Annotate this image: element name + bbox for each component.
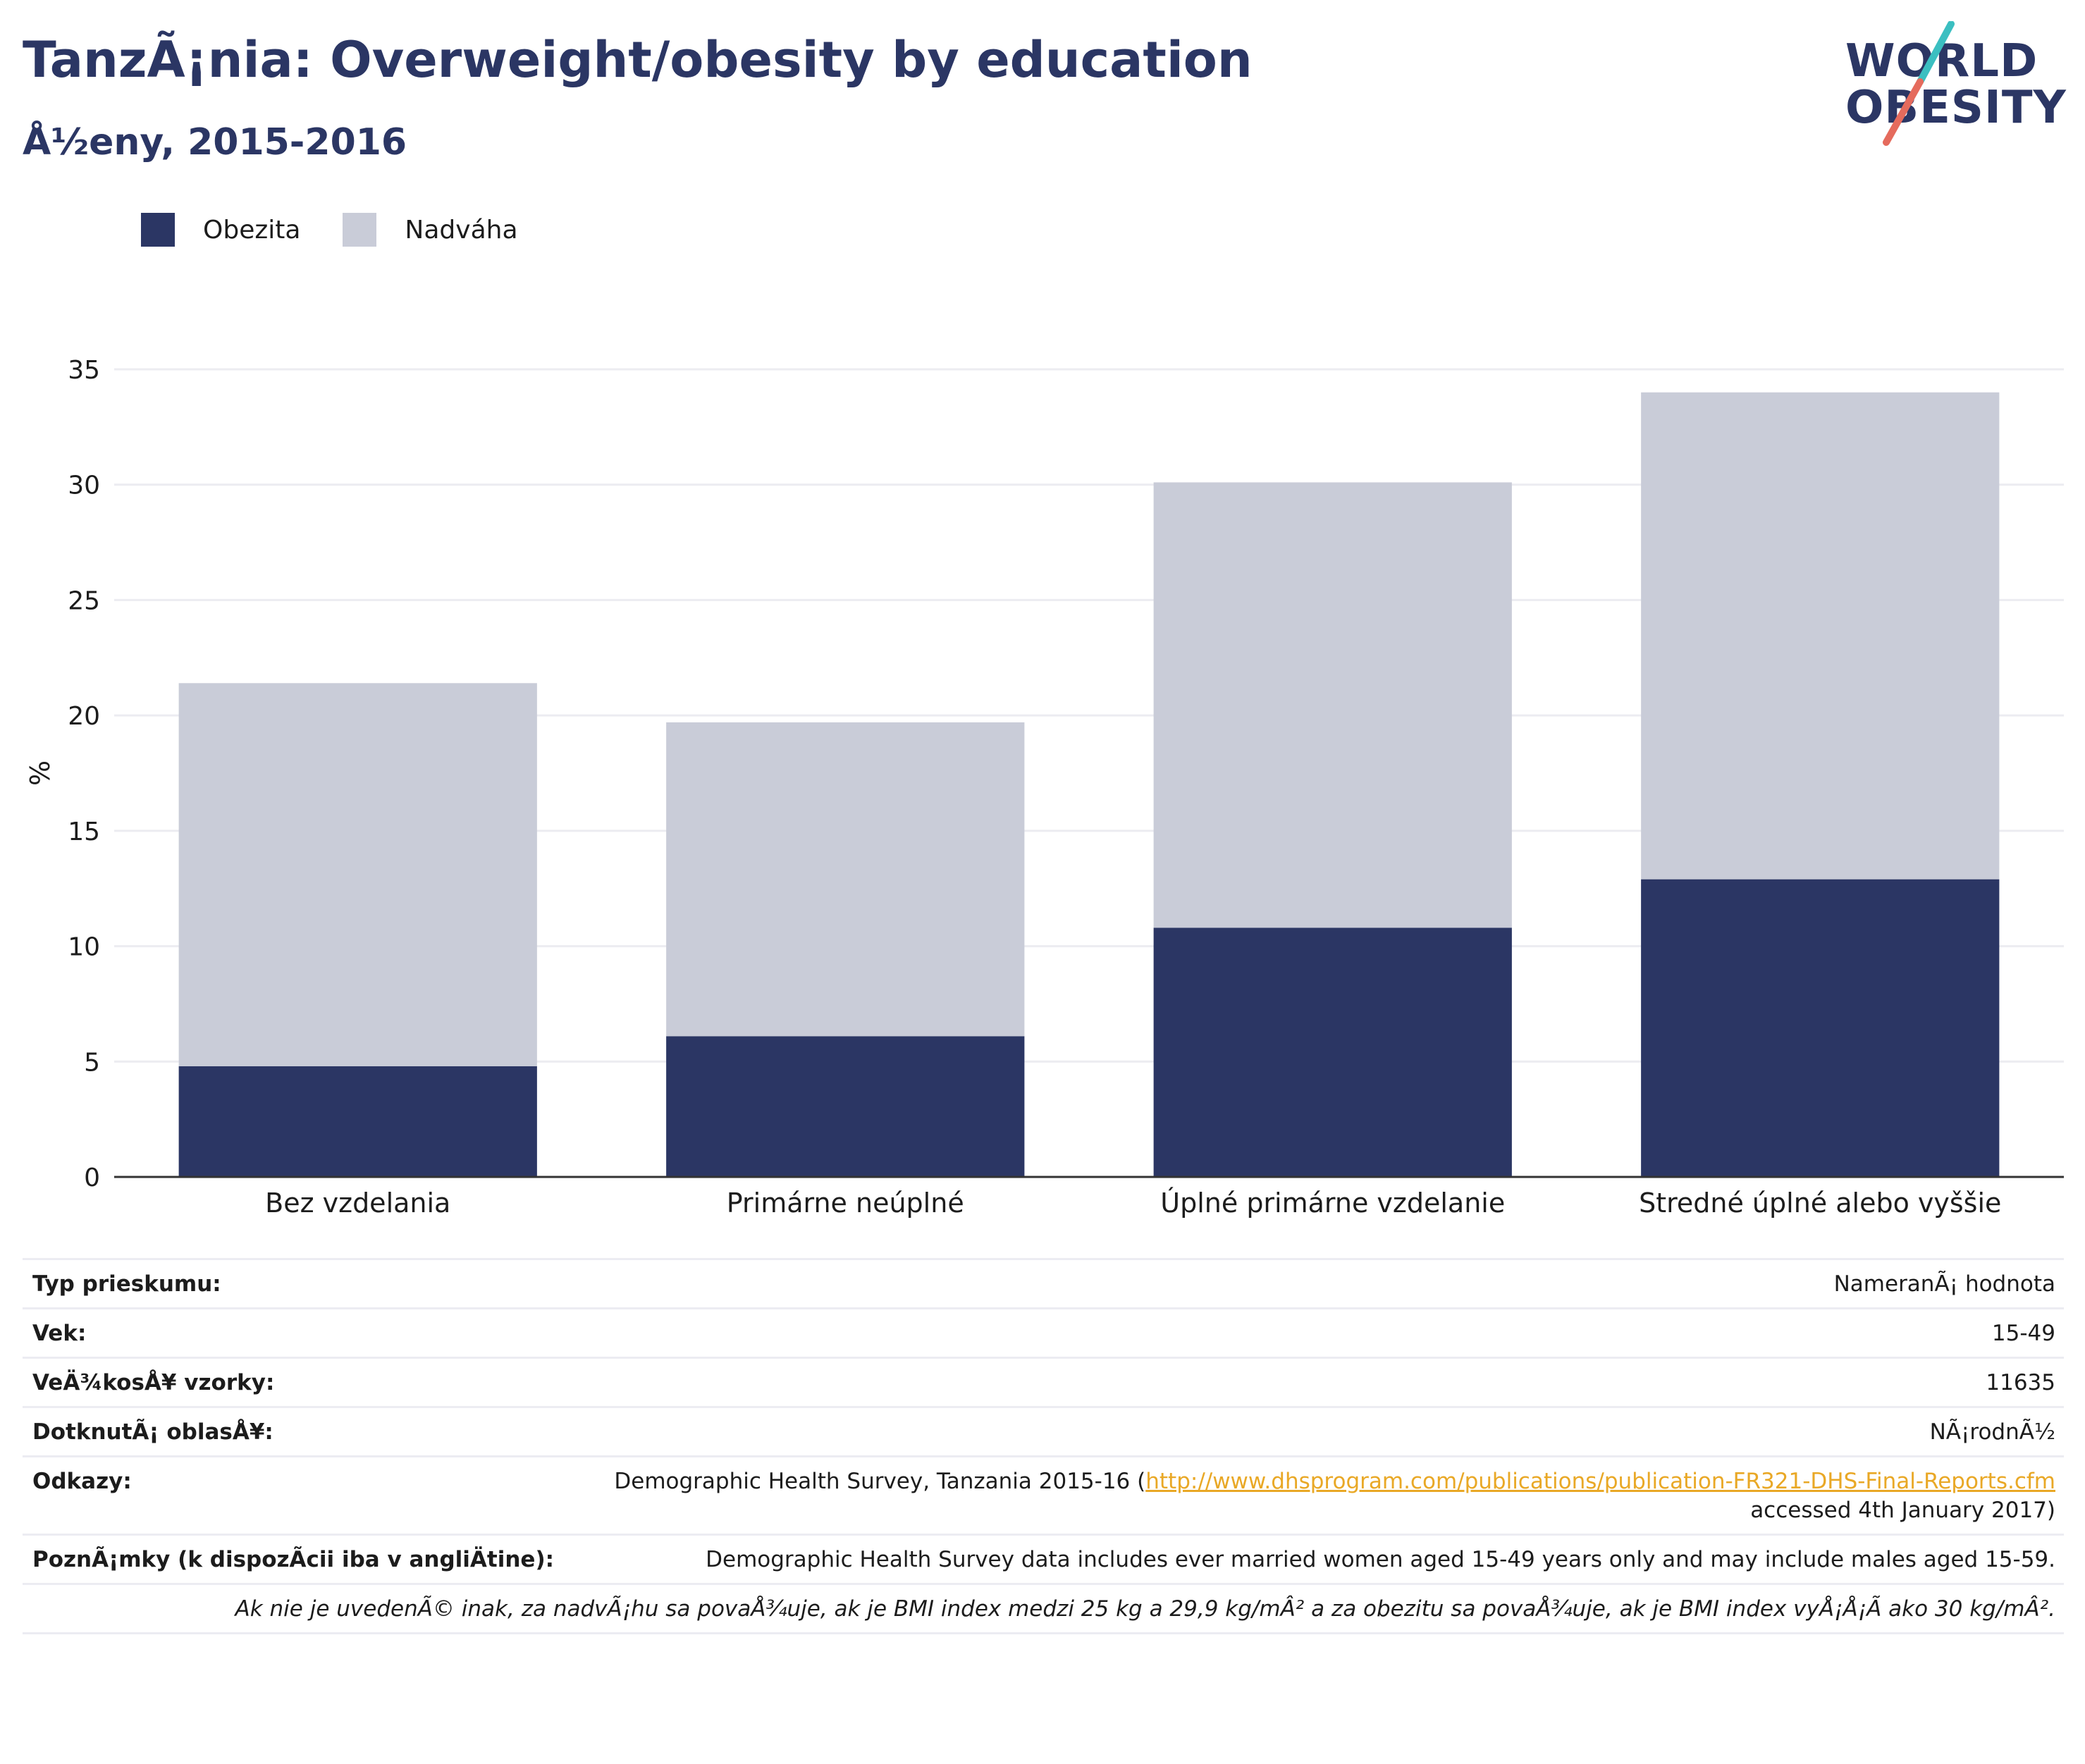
y-tick-label: 35 [68,356,100,385]
bar-segment-nadvaha [666,722,1024,1036]
bar-segment-nadvaha [1641,393,1999,880]
info-label: Typ prieskumu: [23,1259,577,1309]
y-tick-label: 5 [84,1048,100,1077]
legend-swatch [343,213,376,247]
info-row: DotknutÃ¡ oblasÅ¥: NÃ¡rodnÃ½ [23,1407,2064,1457]
reference-link[interactable]: http://www.dhsprogram.com/publications/p… [1145,1469,2055,1494]
info-label: PoznÃ¡mky (k dispozÃcii iba v angliÄ tin… [23,1535,577,1584]
info-value: NÃ¡rodnÃ½ [577,1407,2064,1457]
x-tick-label: Stredné úplné alebo vyššie [1639,1188,2001,1219]
bar-segment-nadvaha [1154,482,1512,927]
legend-label: Nadváha [405,216,517,245]
info-value: NameranÃ¡ hodnota [577,1259,2064,1309]
y-tick-label: 20 [68,702,100,731]
info-row: VeÄ¾kosÅ¥ vzorky: 11635 [23,1358,2064,1407]
chart-legend: Obezita Nadváha [141,209,560,251]
info-label: Odkazy: [23,1457,577,1535]
info-row: Typ prieskumu: NameranÃ¡ hodnota [23,1259,2064,1309]
x-tick-label: Bez vzdelania [265,1188,450,1219]
y-tick-label: 30 [68,471,100,500]
bar-segment-obezita [1154,927,1512,1177]
bar-segment-obezita [1641,880,1999,1177]
y-tick-label: 25 [68,586,100,615]
reference-text: Demographic Health Survey, Tanzania 2015… [614,1469,1145,1494]
footnote: Ak nie je uvedenÃ© inak, za nadvÃ¡hu sa … [23,1584,2064,1634]
x-tick-label: Úplné primárne vzdelanie [1160,1188,1505,1219]
bar-segment-obezita [179,1066,537,1177]
y-tick-label: 0 [84,1164,100,1192]
y-axis-label: % [25,760,56,786]
info-label: Vek: [23,1309,577,1358]
survey-info-table: Typ prieskumu: NameranÃ¡ hodnota Vek: 15… [23,1258,2064,1634]
bar-segment-obezita [666,1036,1024,1177]
references-value: Demographic Health Survey, Tanzania 2015… [577,1457,2064,1535]
reference-accessed: accessed 4th January 2017) [1750,1498,2055,1523]
legend-label: Obezita [203,216,300,245]
bar-segment-nadvaha [179,683,537,1066]
info-value: 15-49 [577,1309,2064,1358]
chart-title: TanzÃ¡nia: Overweight/obesity by educati… [23,31,1253,89]
info-row-notes: PoznÃ¡mky (k dispozÃcii iba v angliÄ tin… [23,1535,2064,1584]
legend-item-obezita: Obezita [141,213,300,247]
legend-swatch [141,213,175,247]
info-label: DotknutÃ¡ oblasÅ¥: [23,1407,577,1457]
chart-subtitle: Å½eny, 2015-2016 [23,121,407,164]
logo-slash-icon [1833,21,2072,148]
x-tick-label: Primárne neúplné [727,1188,964,1219]
legend-item-nadvaha: Nadváha [343,213,517,247]
world-obesity-logo: WORLD OBESITY [1833,21,2072,148]
info-row-references: Odkazy: Demographic Health Survey, Tanza… [23,1457,2064,1535]
bar-chart: 0 5 10 15 20 25 30 35% Bez vzdelania Primárne neú… [0,338,2085,1219]
y-tick-label: 10 [68,933,100,962]
info-row: Vek: 15-49 [23,1309,2064,1358]
info-row-footnote: Ak nie je uvedenÃ© inak, za nadvÃ¡hu sa … [23,1584,2064,1634]
notes-value: Demographic Health Survey data includes … [577,1535,2064,1584]
info-value: 11635 [577,1358,2064,1407]
y-tick-label: 15 [68,818,100,846]
info-label: VeÄ¾kosÅ¥ vzorky: [23,1358,577,1407]
